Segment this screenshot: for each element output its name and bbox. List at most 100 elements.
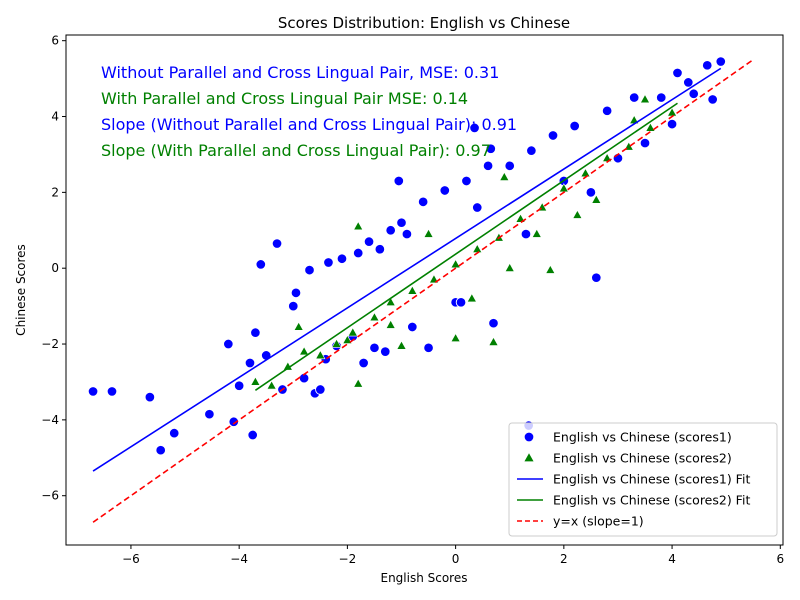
scores2-point	[450, 332, 461, 343]
scores2-point	[396, 340, 407, 350]
scores1-point	[290, 287, 302, 299]
x-tick-label: 0	[452, 552, 460, 566]
scores1-point	[482, 160, 494, 172]
fit-line	[254, 102, 678, 391]
scores1-point	[666, 118, 678, 130]
scores2-point	[315, 349, 326, 360]
scores1-point	[683, 77, 694, 88]
scores1-point	[106, 386, 118, 397]
scores1-point	[401, 228, 413, 240]
scores1-point	[461, 175, 472, 187]
legend-label: English vs Chinese (scores2)	[553, 451, 732, 466]
scores2-point	[293, 321, 304, 331]
fit-line	[92, 67, 722, 472]
y-tick-label: −2	[41, 337, 59, 351]
scores1-point	[472, 202, 483, 213]
scores1-point	[591, 272, 602, 283]
scores2-point	[299, 346, 310, 356]
scores1-point	[244, 357, 256, 369]
scores1-point	[336, 253, 348, 264]
metric-annotation: With Parallel and Cross Lingual Pair MSE…	[101, 89, 468, 108]
scores2-point	[545, 264, 556, 274]
scores2-point	[639, 94, 651, 104]
scores1-point	[601, 105, 613, 117]
x-tick-label: −4	[230, 552, 248, 566]
scores2-point	[369, 312, 380, 322]
scores2-point	[407, 285, 418, 295]
scores1-point	[707, 94, 718, 105]
scores1-point	[358, 357, 369, 369]
scores1-point	[315, 384, 326, 395]
scores1-point	[385, 225, 396, 236]
scores1-point	[204, 408, 215, 420]
scores1-point	[485, 143, 497, 155]
scores2-point	[347, 327, 358, 337]
scores1-point	[520, 228, 532, 240]
scores2-point	[488, 336, 499, 346]
scores1-point	[369, 342, 380, 354]
x-tick-label: −2	[339, 552, 357, 566]
chart-title: Scores Distribution: English vs Chinese	[278, 14, 570, 32]
scores1-point	[547, 130, 559, 141]
scores1-point	[223, 338, 234, 350]
y-tick-label: −6	[41, 489, 59, 503]
annotation-block: Without Parallel and Cross Lingual Pair,…	[101, 63, 517, 160]
scores2-point	[572, 209, 583, 219]
metric-annotation: Slope (Without Parallel and Cross Lingua…	[101, 115, 517, 134]
scores2-point	[266, 380, 277, 390]
legend-label: English vs Chinese (scores2) Fit	[553, 493, 750, 508]
legend: English vs Chinese (scores1) English vs C…	[508, 422, 778, 537]
x-axis-label: English Scores	[380, 571, 467, 585]
scores2-point	[423, 228, 434, 238]
y-tick-label: −4	[41, 413, 59, 427]
plot-frame	[65, 34, 784, 546]
scores1-point	[688, 88, 699, 100]
plot-content	[87, 56, 754, 523]
plot-area: −6 −4 −2 0 2 4 6 −6 −4 −2 0 2 4 6	[41, 34, 784, 566]
y-tick-label: 4	[51, 110, 59, 124]
scores1-point	[255, 259, 267, 270]
scores1-point	[247, 429, 258, 441]
scores2-point	[591, 194, 602, 204]
scores1-point	[628, 92, 640, 103]
legend-marker-triangle	[524, 453, 534, 462]
scores2-point	[385, 319, 396, 329]
y-tick-label: 6	[51, 34, 59, 48]
metric-annotation: Without Parallel and Cross Lingual Pair,…	[101, 63, 499, 82]
scores2-point	[250, 376, 261, 386]
x-tick-label: −6	[122, 552, 140, 566]
legend-label: English vs Chinese (scores1)	[553, 430, 732, 445]
scores1-point	[323, 257, 334, 268]
x-tick-label: 6	[776, 552, 784, 566]
scores1-point	[393, 175, 405, 187]
scores1-point	[87, 386, 99, 397]
scores2-point	[353, 378, 364, 388]
scores2-point	[645, 122, 656, 132]
scores1-point	[304, 264, 315, 276]
scores2-point	[466, 293, 477, 303]
scores1-point	[228, 416, 240, 428]
metric-annotation: Slope (With Parallel and Cross Lingual P…	[101, 141, 491, 160]
scores1-point	[168, 427, 180, 439]
scores1-point	[569, 120, 580, 132]
scores1-point	[715, 56, 727, 67]
scores1-point	[363, 236, 375, 247]
scores1-point	[655, 92, 667, 103]
scores1-point	[439, 185, 451, 196]
scores2-point	[385, 296, 396, 306]
scores1-point	[585, 187, 597, 198]
reference-line	[92, 58, 754, 523]
scores1-point	[155, 444, 166, 456]
y-tick-label: 2	[51, 185, 59, 199]
x-tick-label: 4	[668, 552, 676, 566]
scores1-point	[352, 247, 364, 259]
scores1-point	[672, 67, 683, 79]
scores2-point	[499, 171, 510, 181]
scores1-point	[144, 391, 156, 403]
scores1-point	[488, 317, 499, 329]
scores1-point	[423, 342, 434, 354]
scores1-point	[469, 122, 480, 134]
scores2-point	[504, 262, 515, 272]
scores1-point	[250, 327, 261, 338]
